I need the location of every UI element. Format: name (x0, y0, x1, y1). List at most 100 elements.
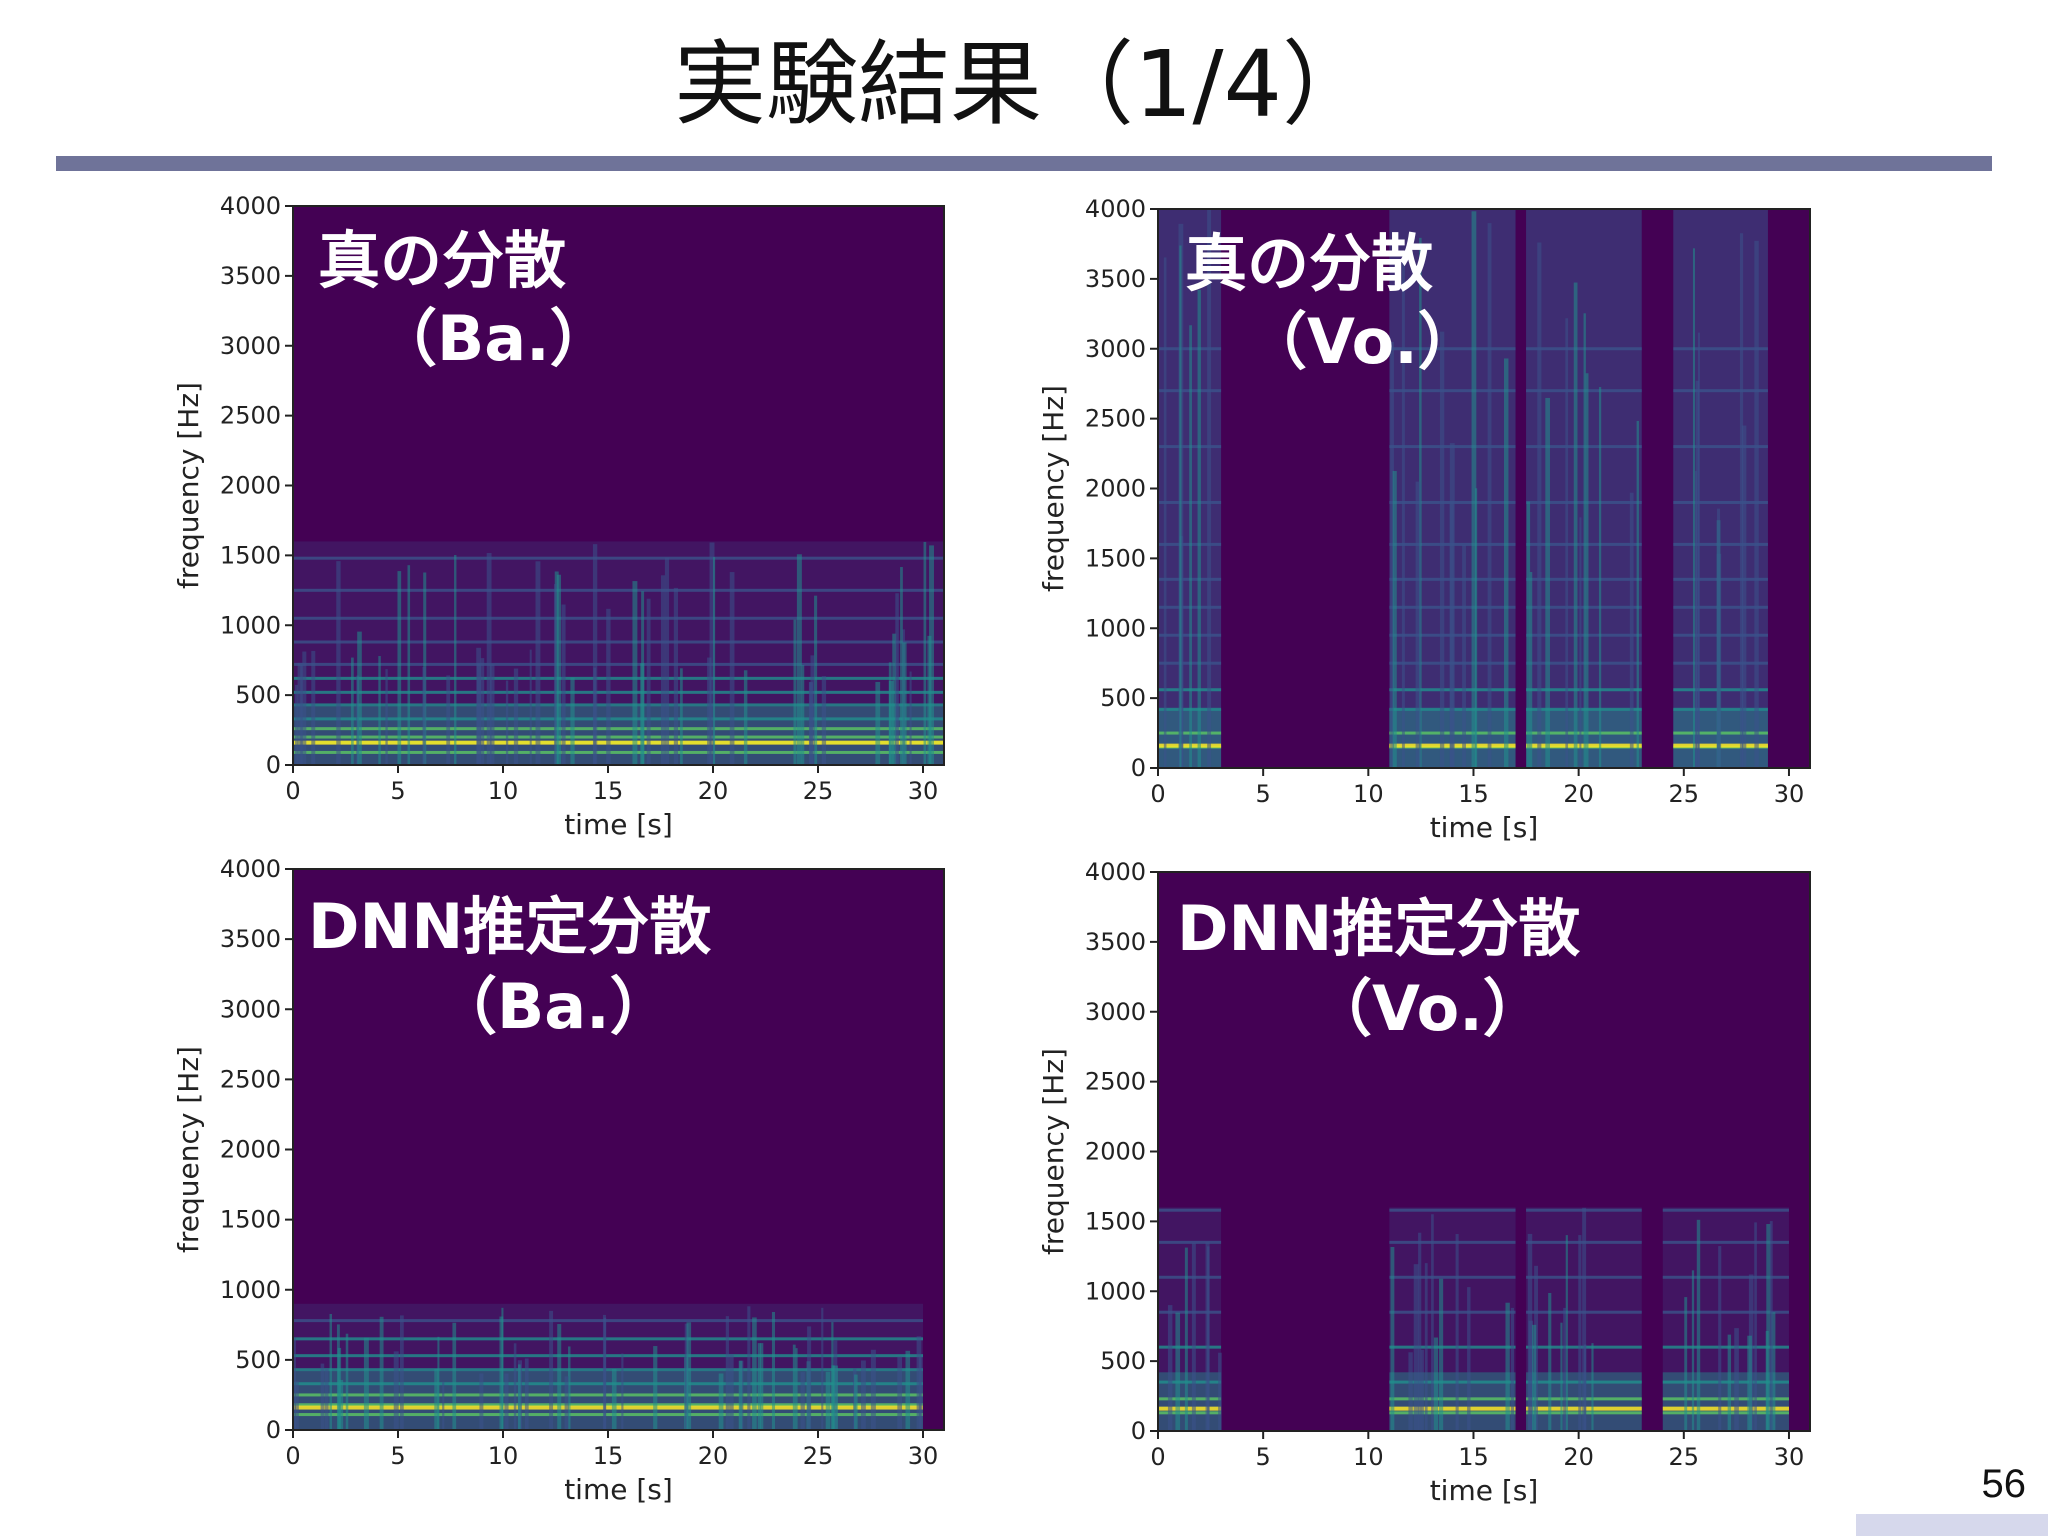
x-tick-label: 30 (1774, 780, 1805, 808)
panel-label-line1: DNN推定分散 (308, 890, 711, 963)
onset-streak (792, 1344, 796, 1430)
harmonic-line (293, 1393, 524, 1397)
onset-streak (875, 681, 881, 765)
onset-streak (870, 1349, 876, 1430)
onset-streak (1207, 209, 1212, 768)
y-tick-label: 0 (266, 751, 281, 779)
panel-label-line2: （Ba.） (375, 302, 612, 375)
y-tick-label: 0 (1131, 754, 1146, 782)
harmonic-line (293, 556, 524, 560)
y-tick-label: 0 (266, 1416, 281, 1444)
onset-streak (422, 666, 426, 765)
onset-streak (1163, 257, 1167, 768)
onset-streak (452, 1322, 457, 1430)
onset-streak (1548, 1292, 1552, 1431)
harmonic-line (1389, 1240, 1516, 1244)
x-tick-label: 15 (1458, 1443, 1489, 1471)
onset-streak (833, 1365, 838, 1430)
energy-marks (1158, 1207, 1789, 1431)
harmonic-line (1662, 1208, 1789, 1212)
onset-streak (1718, 1246, 1722, 1431)
harmonic-line (524, 1368, 923, 1372)
panel-label-line2: （Vo.） (1245, 305, 1480, 378)
onset-streak (895, 593, 899, 765)
onset-streak (1765, 1331, 1769, 1431)
onset-streak (796, 554, 802, 765)
y-axis-label: frequency [Hz] (172, 1046, 205, 1253)
onset-streak (709, 542, 715, 765)
onset-streak (680, 668, 683, 765)
onset-streak (718, 1373, 724, 1430)
onset-streak (554, 571, 559, 765)
harmonic-line (293, 1382, 524, 1386)
onset-streak (664, 557, 670, 765)
x-tick-label: 5 (390, 1442, 405, 1470)
onset-streak (1598, 387, 1602, 768)
onset-streak (1537, 242, 1542, 768)
harmonic-line (524, 1337, 923, 1341)
y-tick-label: 500 (235, 1346, 281, 1374)
onset-streak (1462, 544, 1466, 768)
harmonic-line (1662, 1275, 1789, 1279)
energy-marks (293, 1303, 923, 1430)
onset-streak (1420, 1349, 1424, 1431)
onset-streak (743, 670, 748, 765)
harmonic-line (1158, 1208, 1222, 1212)
y-tick-label: 2000 (220, 1136, 281, 1164)
x-tick-label: 5 (390, 777, 405, 805)
harmonic-line (1158, 1380, 1222, 1384)
panel-label-line1: DNN推定分散 (1177, 892, 1580, 965)
y-tick-label: 3500 (220, 262, 281, 290)
x-tick-label: 0 (285, 777, 300, 805)
onset-streak (549, 1310, 554, 1430)
spectrogram-panel-2: 0 500 1000 1500 2000 2500 3000 3500 4000 0 5 10 15 20… (1037, 195, 1811, 844)
onset-streak (1418, 1232, 1422, 1431)
harmonic-line (293, 1337, 524, 1341)
onset-streak (771, 1312, 776, 1430)
onset-streak (646, 598, 651, 765)
energy-marks (293, 541, 944, 765)
harmonic-line (1389, 1345, 1516, 1349)
onset-streak (760, 1343, 764, 1430)
onset-streak (653, 1346, 658, 1430)
spectrogram-panel-1: 0 500 1000 1500 2000 2500 3000 3500 4000 0 5 10 15 20… (172, 192, 945, 841)
onset-streak (1189, 325, 1192, 768)
panel-label-line1: 真の分散 (318, 224, 566, 297)
y-tick-label: 3000 (1085, 998, 1146, 1026)
onset-streak (1754, 240, 1759, 768)
onset-streak (900, 567, 903, 765)
onset-streak (1218, 1352, 1222, 1431)
onset-streak (564, 1376, 569, 1430)
y-tick-label: 2000 (1085, 1138, 1146, 1166)
onset-streak (311, 650, 316, 765)
onset-streak (1766, 1224, 1771, 1431)
onset-streak (1684, 1297, 1688, 1431)
onset-streak (1471, 211, 1477, 768)
x-tick-label: 0 (1150, 780, 1165, 808)
onset-streak (686, 1322, 692, 1430)
harmonic-line (1673, 542, 1768, 546)
onset-streak (1578, 1235, 1582, 1431)
onset-streak (1582, 1207, 1587, 1431)
x-tick-label: 10 (1353, 1443, 1384, 1471)
onset-streak (1528, 1320, 1534, 1431)
onset-streak (1467, 1287, 1471, 1431)
onset-streak (1433, 1337, 1439, 1431)
onset-streak (1695, 380, 1699, 768)
onset-streak (814, 595, 818, 765)
onset-streak (738, 1360, 743, 1430)
panel-label-line2: （Vo.） (1310, 972, 1545, 1045)
onset-streak (379, 1316, 384, 1430)
onset-streak (592, 544, 598, 765)
onset-streak (518, 1364, 521, 1430)
onset-streak (897, 1356, 903, 1430)
onset-streak (1184, 1247, 1188, 1431)
harmonic-line (524, 1413, 923, 1417)
onset-streak (1431, 1214, 1434, 1431)
onset-streak (1739, 233, 1744, 768)
onset-streak (535, 561, 541, 765)
y-tick-label: 4000 (1085, 858, 1146, 886)
onset-streak (345, 1333, 349, 1430)
onset-streak (1424, 1263, 1428, 1431)
onset-streak (1167, 1305, 1173, 1431)
